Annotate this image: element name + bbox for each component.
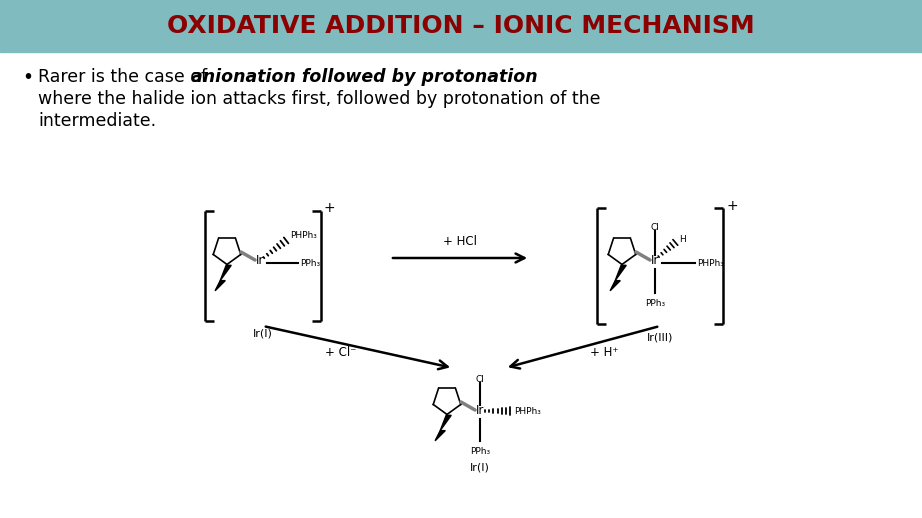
Text: Ir(III): Ir(III)	[647, 333, 673, 343]
Text: Ir: Ir	[255, 254, 265, 267]
Text: intermediate.: intermediate.	[38, 112, 156, 130]
Text: Ir(I): Ir(I)	[470, 463, 490, 473]
Text: PHPh₃: PHPh₃	[290, 231, 317, 239]
Text: Cl: Cl	[476, 375, 484, 383]
Polygon shape	[215, 281, 225, 291]
Text: PHPh₃: PHPh₃	[697, 258, 724, 267]
Text: PPh₃: PPh₃	[300, 258, 320, 267]
Text: where the halide ion attacks first, followed by protonation of the: where the halide ion attacks first, foll…	[38, 90, 600, 108]
Text: +: +	[726, 199, 738, 213]
Polygon shape	[435, 430, 445, 441]
Text: Rarer is the case of: Rarer is the case of	[38, 68, 213, 86]
Polygon shape	[220, 265, 231, 281]
Text: PPh₃: PPh₃	[644, 299, 665, 308]
Polygon shape	[440, 415, 451, 430]
Polygon shape	[615, 265, 626, 281]
Text: +: +	[323, 201, 335, 215]
Text: + Cl⁻: + Cl⁻	[325, 347, 357, 359]
Text: •: •	[22, 68, 33, 87]
Text: OXIDATIVE ADDITION – IONIC MECHANISM: OXIDATIVE ADDITION – IONIC MECHANISM	[167, 14, 755, 38]
Text: Ir(I): Ir(I)	[253, 328, 273, 338]
Text: anionation followed by protonation: anionation followed by protonation	[191, 68, 538, 86]
Text: H: H	[679, 235, 686, 243]
Bar	[0, 0, 922, 52]
Text: PPh₃: PPh₃	[470, 447, 491, 456]
Text: Cl: Cl	[651, 223, 659, 232]
Text: + HCl: + HCl	[443, 235, 477, 248]
Text: + H⁺: + H⁺	[590, 347, 619, 359]
Polygon shape	[610, 281, 621, 291]
Text: PHPh₃: PHPh₃	[514, 407, 541, 415]
Text: Ir: Ir	[651, 254, 659, 267]
Text: Ir: Ir	[476, 405, 484, 418]
